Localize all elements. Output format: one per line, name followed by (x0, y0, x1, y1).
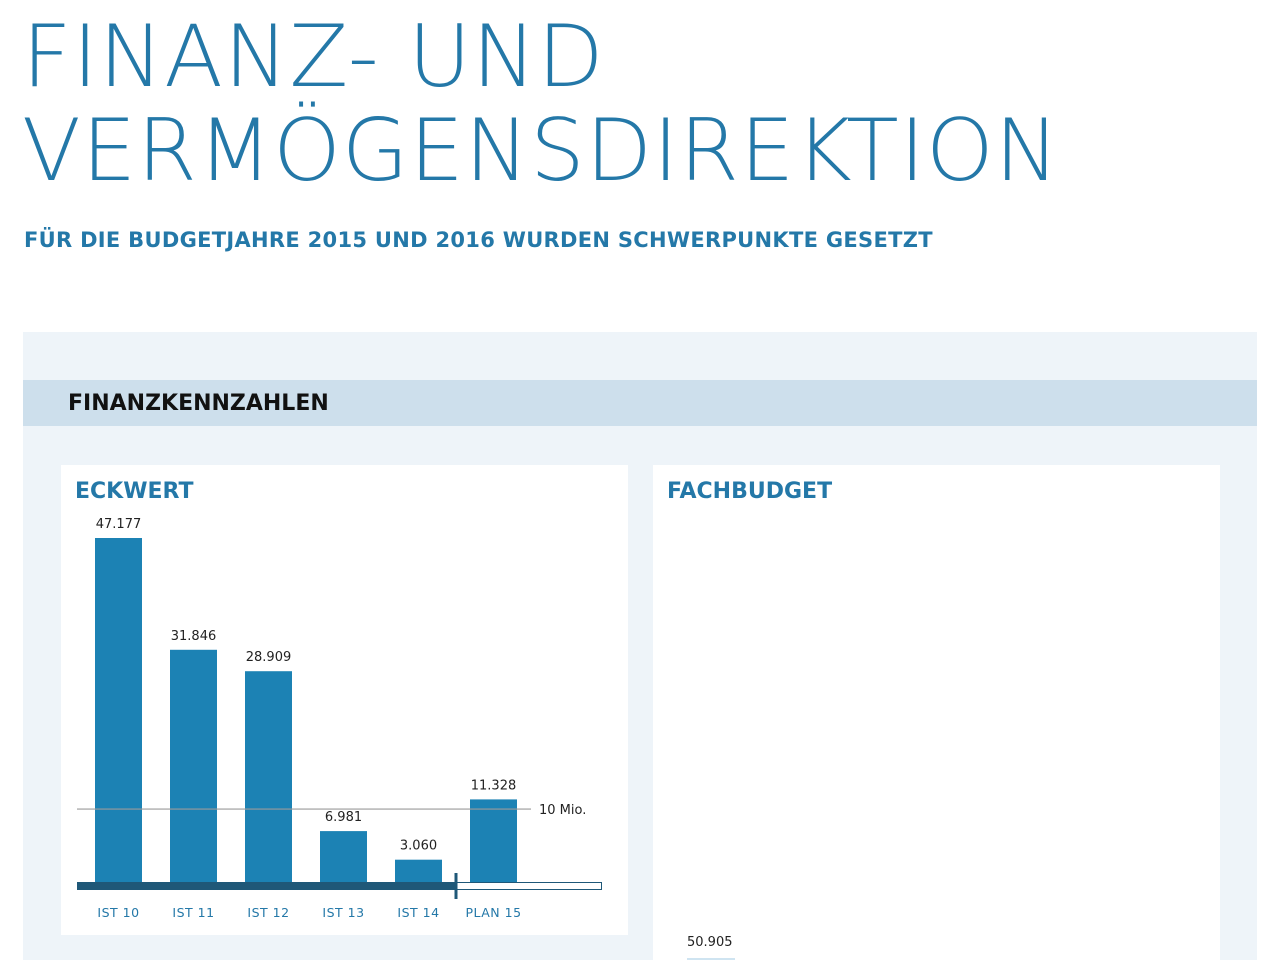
bar-value-label-6: 11.328 (471, 778, 517, 793)
bar-value-label-4: 6.981 (325, 810, 362, 825)
bar-3 (245, 671, 292, 882)
bar-value-label-1: 47.177 (96, 517, 142, 532)
fachbudget-value-label: 50.905 (687, 935, 733, 950)
page-subtitle: FÜR DIE BUDGETJAHRE 2015 UND 2016 WURDEN… (24, 228, 933, 252)
category-label-6: PLAN 15 (465, 905, 521, 920)
axis-plan-band (456, 882, 602, 890)
bar-2 (170, 649, 217, 882)
page-title-line-1: FINANZ- UND (22, 7, 605, 107)
section-header-bar: FINANZKENNZAHLEN (23, 380, 1257, 426)
reference-line-label: 10 Mio. (539, 803, 586, 818)
finanzkennzahlen-panel: FINANZKENNZAHLEN ECKWERT 47.177 IST 10 31.… (23, 332, 1257, 960)
category-label-5: IST 14 (397, 905, 439, 920)
bar-value-label-2: 31.846 (171, 629, 217, 644)
eckwert-bar-chart: 47.177 IST 10 31.846 IST 11 28.909 IST 12 6.98… (77, 517, 602, 920)
fachbudget-bar (687, 958, 735, 960)
bar-4 (320, 831, 367, 882)
bar-6 (470, 799, 517, 882)
category-label-4: IST 13 (322, 905, 364, 920)
eckwert-title: ECKWERT (75, 479, 194, 504)
page-title-line-2: VERMÖGENSDIREKTION (22, 101, 1061, 201)
axis-ist-band (77, 882, 456, 890)
bar-value-label-3: 28.909 (246, 650, 292, 665)
bar-5 (395, 859, 442, 882)
page-title: FINANZ- UND VERMÖGENSDIREKTION (22, 10, 1060, 198)
bar-value-label-5: 3.060 (400, 839, 437, 854)
category-label-3: IST 12 (247, 905, 289, 920)
section-title: FINANZKENNZAHLEN (68, 391, 329, 416)
fachbudget-card: FACHBUDGET 50.905 (653, 465, 1220, 960)
eckwert-card: ECKWERT 47.177 IST 10 31.846 IST 11 28.909 IS… (61, 465, 628, 935)
fachbudget-title: FACHBUDGET (667, 479, 833, 504)
category-label-2: IST 11 (172, 905, 214, 920)
category-label-1: IST 10 (97, 905, 139, 920)
bar-1 (95, 538, 142, 882)
